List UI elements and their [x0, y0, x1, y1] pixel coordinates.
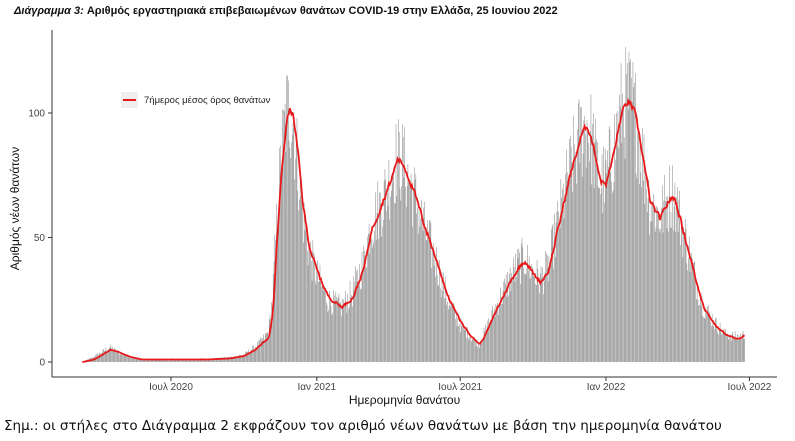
y-axis-title: Αριθμός νέων θανάτων: [8, 147, 22, 270]
y-ticks: 0 50 100: [28, 109, 52, 369]
chart-title-text: Αριθμός εργαστηριακά επιβεβαιωμένων θανά…: [86, 5, 558, 17]
x-tick-label: Ιαν 2022: [587, 382, 626, 393]
seven-day-average-line: [82, 97, 745, 363]
y-tick-label: 100: [28, 109, 45, 120]
axes-layer: [51, 30, 777, 378]
x-tick-label: Ιουλ 2022: [727, 382, 771, 393]
legend: 7ήμερος μέσος όρος θανάτων: [121, 92, 270, 108]
legend-label: 7ήμερος μέσος όρος θανάτων: [144, 95, 270, 106]
y-tick-label: 50: [34, 233, 46, 244]
x-tick-label: Ιουλ 2020: [149, 382, 193, 393]
x-axis-title: Ημερομηνία θανάτου: [349, 393, 460, 407]
y-tick-label: 0: [39, 358, 45, 369]
chart-title-prefix: Διάγραμμα 3:: [14, 5, 84, 17]
x-ticks: Ιουλ 2020 Ιαν 2021 Ιουλ 2021 Ιαν 2022 Ιουλ 2…: [149, 377, 772, 393]
footnote: Σημ.: οι στήλες στο Διάγραμμα 2 εκφράζου…: [4, 418, 722, 434]
line-layer: [82, 97, 745, 363]
x-tick-label: Ιουλ 2021: [438, 382, 482, 393]
x-tick-label: Ιαν 2021: [297, 382, 336, 393]
chart-title: Διάγραμμα 3: Αριθμός εργαστηριακά επιβεβ…: [14, 5, 558, 17]
